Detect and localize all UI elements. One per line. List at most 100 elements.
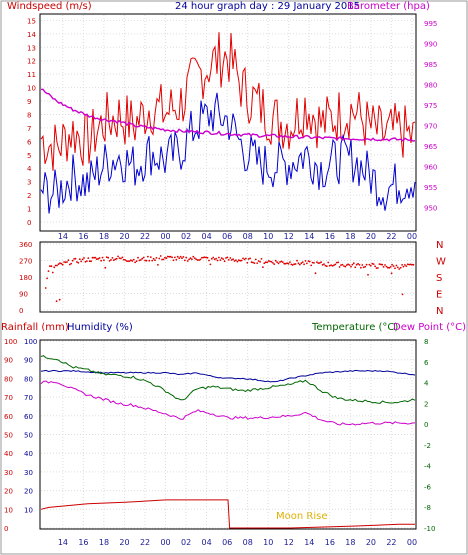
x-tick-label-wind: 16	[325, 232, 335, 241]
direction-point	[104, 266, 107, 269]
direction-point	[88, 260, 91, 263]
direction-point	[263, 262, 266, 265]
direction-point	[303, 263, 305, 266]
direction-point	[49, 265, 51, 268]
direction-point	[344, 265, 347, 268]
direction-point	[374, 265, 376, 268]
direction-point	[276, 261, 278, 263]
direction-point	[404, 264, 406, 266]
direction-point	[334, 263, 337, 266]
direction-point	[87, 257, 90, 259]
x-tick-label-wind: 20	[119, 232, 129, 241]
y-tick-label-temperature: -8	[424, 504, 431, 512]
direction-point	[365, 263, 368, 266]
direction-point	[159, 255, 162, 257]
y-tick-label-wind: 4	[27, 165, 32, 173]
direction-point	[242, 257, 244, 260]
direction-point	[218, 256, 220, 259]
direction-point	[372, 263, 375, 265]
direction-point	[375, 267, 378, 269]
direction-point	[364, 265, 367, 268]
series-dew-point-c-	[40, 380, 416, 426]
y-tick-label-wind: 15	[27, 17, 36, 25]
direction-point	[71, 259, 74, 262]
direction-point	[59, 262, 61, 264]
direction-point	[131, 260, 134, 262]
direction-point	[337, 261, 340, 264]
direction-point	[93, 256, 95, 259]
y-tick-label-wind: 5	[27, 152, 31, 160]
direction-point	[280, 260, 283, 263]
y-tick-label-rainfall: 50	[4, 432, 13, 440]
direction-point	[378, 263, 381, 265]
direction-point	[369, 264, 372, 267]
y-tick-label-direction: 360	[19, 241, 32, 249]
direction-point	[328, 264, 331, 267]
direction-point	[182, 256, 185, 258]
direction-point	[215, 257, 218, 260]
direction-point	[108, 260, 111, 262]
x-tick-label-wind: 08	[243, 232, 253, 241]
y-tick-label-rainfall: 60	[4, 413, 13, 421]
direction-point	[408, 263, 411, 266]
y-tick-label-barometer: 965	[424, 143, 437, 151]
x-tick-label-climate: 08	[243, 538, 253, 547]
direction-point	[340, 264, 342, 266]
direction-point	[203, 256, 206, 259]
moon-rise-annotation: Moon Rise	[276, 511, 327, 522]
direction-point	[67, 259, 70, 262]
y-tick-label-wind: 8	[27, 111, 31, 119]
y-tick-label-barometer: 995	[424, 20, 437, 28]
direction-point	[387, 266, 389, 269]
y-tick-label-temperature: 0	[424, 421, 428, 429]
direction-point	[212, 256, 215, 259]
direction-point	[389, 266, 392, 268]
direction-point	[409, 263, 412, 266]
direction-point	[165, 257, 168, 260]
direction-point	[385, 265, 388, 268]
direction-point	[247, 258, 250, 260]
windspeed-axis-title: Windspeed (m/s)	[7, 1, 92, 12]
direction-point	[171, 256, 174, 259]
direction-point	[80, 260, 83, 263]
direction-point	[168, 255, 171, 258]
direction-point	[250, 261, 253, 264]
y-tick-label-humidity: 30	[24, 469, 33, 477]
direction-point	[84, 260, 87, 263]
y-tick-label-wind: 13	[27, 44, 36, 52]
direction-point	[130, 259, 132, 262]
y-tick-label-wind: 9	[27, 98, 31, 106]
direction-point	[76, 261, 78, 263]
direction-point	[154, 259, 156, 262]
direction-point	[144, 259, 147, 262]
direction-point	[296, 259, 298, 262]
direction-point	[112, 259, 115, 262]
compass-label: W	[436, 257, 446, 268]
direction-point	[147, 255, 149, 258]
direction-point	[128, 260, 131, 262]
series-barometer-hpa-	[40, 88, 416, 142]
y-tick-label-rainfall: 90	[4, 357, 13, 365]
direction-point	[283, 262, 286, 265]
direction-point	[306, 262, 308, 265]
direction-point	[141, 257, 144, 260]
direction-point	[304, 260, 307, 262]
direction-point	[222, 258, 225, 260]
direction-point	[398, 268, 401, 270]
direction-point	[286, 262, 288, 265]
direction-point	[107, 256, 110, 259]
direction-point	[379, 263, 382, 266]
direction-point	[281, 261, 284, 263]
x-tick-label-wind: 10	[263, 232, 273, 241]
y-tick-label-humidity: 20	[24, 488, 33, 496]
y-tick-label-humidity: 70	[24, 394, 33, 402]
direction-point	[149, 256, 152, 258]
direction-point	[343, 265, 345, 267]
direction-point	[174, 256, 176, 259]
y-tick-label-wind: 14	[27, 31, 36, 39]
direction-point	[405, 265, 408, 267]
y-tick-label-direction: 180	[19, 274, 32, 282]
y-tick-label-barometer: 970	[424, 123, 437, 131]
direction-point	[50, 265, 53, 268]
